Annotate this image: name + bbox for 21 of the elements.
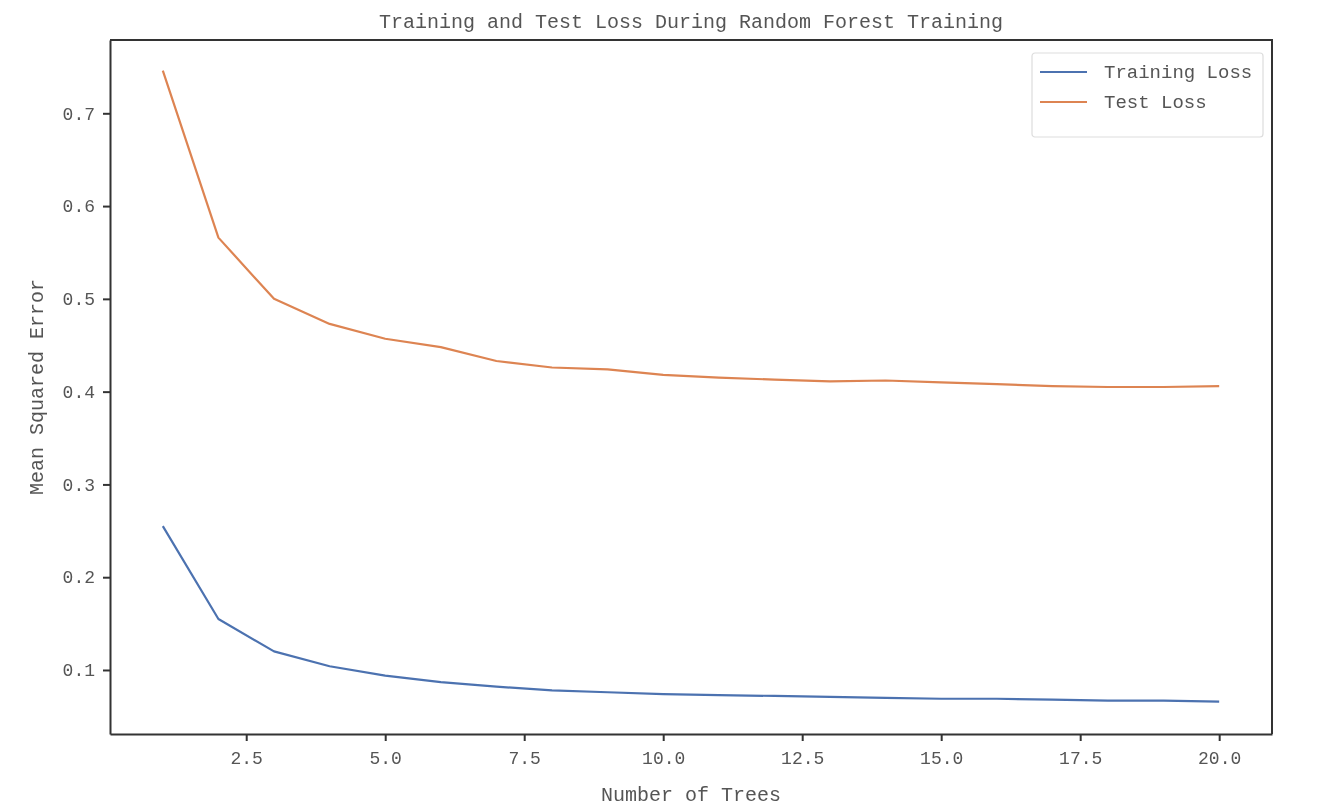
y-tick-label: 0.3 bbox=[62, 475, 95, 496]
y-tick-label: 0.4 bbox=[62, 382, 95, 403]
x-tick-label: 2.5 bbox=[230, 748, 263, 769]
x-tick-label: 5.0 bbox=[369, 748, 402, 769]
x-tick-label: 15.0 bbox=[920, 748, 964, 769]
x-tick-label: 20.0 bbox=[1198, 748, 1242, 769]
x-tick-label: 12.5 bbox=[781, 748, 825, 769]
y-tick-label: 0.5 bbox=[62, 290, 95, 311]
y-axis-title: Mean Squared Error bbox=[26, 278, 49, 496]
y-tick-label: 0.1 bbox=[62, 661, 95, 682]
x-tick-label: 7.5 bbox=[508, 748, 541, 769]
y-tick-label: 0.2 bbox=[62, 568, 95, 589]
y-tick-label: 0.6 bbox=[62, 197, 95, 218]
x-tick-label: 17.5 bbox=[1059, 748, 1103, 769]
line-series bbox=[161, 525, 1221, 703]
legend-label: Test Loss bbox=[1104, 92, 1207, 114]
chart-title: Training and Test Loss During Random Forest Training bbox=[378, 11, 1004, 34]
x-tick-label: 10.0 bbox=[642, 748, 686, 769]
legend-label: Training Loss bbox=[1104, 62, 1253, 84]
x-axis-title: Number of Trees bbox=[600, 784, 782, 807]
y-tick-label: 0.7 bbox=[62, 104, 95, 125]
